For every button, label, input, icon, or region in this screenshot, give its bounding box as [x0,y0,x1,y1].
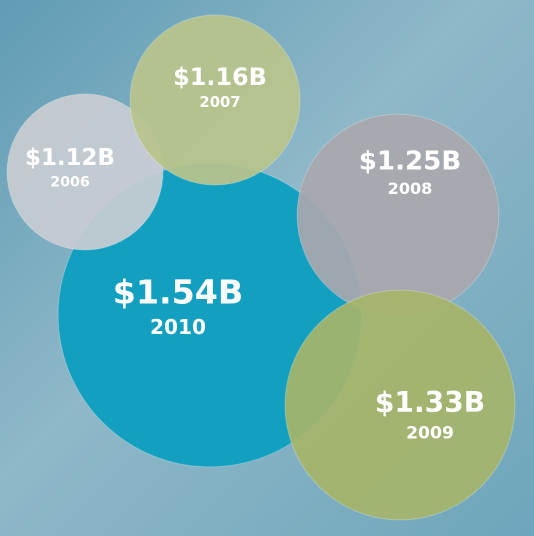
bubble [6,93,164,251]
value-label: $1.25B [359,147,462,177]
value-label: $1.33B [375,386,485,419]
value-label: $1.54B [113,272,244,311]
year-label: 2009 [406,423,454,443]
value-label: $1.12B [25,145,115,171]
year-label: 2010 [150,315,206,339]
bubble [296,113,500,317]
year-label: 2006 [50,175,90,191]
year-label: 2007 [199,94,240,111]
bubble [129,14,301,186]
bubble [284,289,516,521]
bubbles: $1.54B 2010 $1.12B 2006 $1.16B 2007 $1.25B 2008… [6,14,516,521]
year-label: 2008 [388,179,433,198]
value-label: $1.16B [173,63,267,91]
